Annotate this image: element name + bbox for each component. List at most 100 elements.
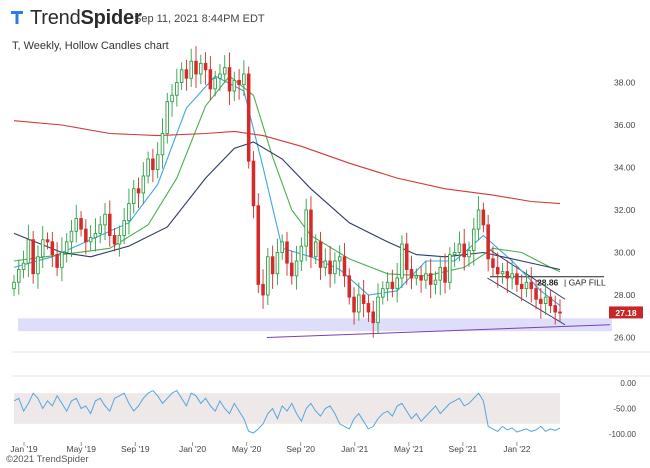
candle-body <box>31 239 35 275</box>
candle-body <box>548 296 553 307</box>
candle-body <box>170 94 174 103</box>
y-tick-label: 36.00 <box>614 120 636 130</box>
candle-body <box>328 260 332 275</box>
candle-body <box>553 305 557 313</box>
candle-body <box>74 218 79 232</box>
candle-body <box>519 283 524 290</box>
candle-body <box>414 275 419 279</box>
y-tick-label: 28.00 <box>614 290 636 300</box>
candle-body <box>127 203 131 222</box>
candle-body <box>524 281 529 290</box>
candle-body <box>218 73 222 79</box>
candle-body <box>242 73 246 86</box>
osc-tick-label: -50.00 <box>613 405 636 414</box>
candle-body <box>285 241 289 264</box>
last-price-tag <box>609 306 643 319</box>
candle-body <box>323 260 328 268</box>
candle-body <box>366 303 371 313</box>
candle-body <box>55 254 59 268</box>
osc-tick-label: 0.00 <box>620 379 636 388</box>
candle-body <box>189 60 193 79</box>
candle-body <box>84 228 88 243</box>
candle-body <box>266 256 270 296</box>
candle-body <box>112 235 117 245</box>
oscillator-band <box>14 393 560 424</box>
x-tick-label: Sep '20 <box>286 444 315 454</box>
candle-body <box>261 283 265 296</box>
candle-body <box>93 232 98 239</box>
candle-body <box>36 256 40 275</box>
candle-body <box>500 271 505 275</box>
osc-tick-label: -100.00 <box>609 430 637 439</box>
brand-light: Trend <box>30 7 81 29</box>
candle-body <box>390 281 395 290</box>
candle-body <box>558 311 562 314</box>
x-tick-label: Jan '21 <box>341 444 368 454</box>
candle-body <box>175 82 179 96</box>
candle-body <box>237 79 241 86</box>
candle-body <box>472 228 476 251</box>
trendspider-logo-icon <box>11 11 23 24</box>
candle-body <box>69 230 74 243</box>
chart-subtitle: T, Weekly, Hollow Candles chart <box>12 40 169 52</box>
candle-body <box>203 62 208 71</box>
candle-body <box>165 101 170 134</box>
x-tick-label: Sep '21 <box>449 444 478 454</box>
support-zone <box>18 318 612 332</box>
candle-body <box>309 209 313 258</box>
candle-body <box>103 213 107 226</box>
y-tick-label: 32.00 <box>614 205 636 215</box>
candle-body <box>179 69 184 83</box>
app-header: TrendSpider Sep 11, 2021 8:44PM EDT <box>0 0 650 36</box>
candle-body <box>337 256 342 262</box>
candle-body <box>213 77 217 90</box>
y-tick-label: 30.00 <box>614 248 636 258</box>
candle-body <box>275 252 280 275</box>
candle-body <box>21 262 26 270</box>
candle-body <box>98 224 102 234</box>
candle-body <box>381 288 385 298</box>
candle-body <box>409 269 414 279</box>
candle-body <box>428 273 433 285</box>
candle-body <box>64 241 69 253</box>
candle-body <box>12 281 16 290</box>
x-tick-label: Jan '22 <box>503 444 530 454</box>
candle-body <box>361 294 366 304</box>
candle-body <box>486 224 490 260</box>
candle-body <box>194 60 198 75</box>
candle-body <box>505 271 510 279</box>
candle-body <box>443 266 447 283</box>
candle-body <box>452 252 457 256</box>
candle-body <box>294 260 299 277</box>
candle-body <box>151 158 155 171</box>
candle-body <box>222 67 227 75</box>
candle-body <box>333 260 337 275</box>
candle-body <box>26 239 31 264</box>
candle-body <box>184 69 189 79</box>
candle-body <box>495 266 500 275</box>
candle-body <box>462 243 466 258</box>
candle-body <box>419 275 423 281</box>
candle-body <box>290 262 294 277</box>
candle-body <box>141 175 146 194</box>
candle-body <box>357 294 361 313</box>
x-tick-label: Sep '19 <box>121 444 150 454</box>
candle-body <box>17 269 21 283</box>
candle-body <box>304 209 308 247</box>
candle-body <box>136 188 141 194</box>
candle-body <box>424 273 428 281</box>
candle-body <box>88 237 93 243</box>
candle-body <box>539 298 543 304</box>
x-tick-label: May '19 <box>66 444 96 454</box>
candle-body <box>529 281 534 290</box>
candle-body <box>404 243 409 270</box>
candle-body <box>246 73 251 162</box>
candle-body <box>208 69 213 90</box>
x-tick-label: Jan '19 <box>10 444 37 454</box>
candle-body <box>270 256 275 275</box>
candle-body <box>342 256 347 277</box>
candle-body <box>79 218 83 230</box>
candle-body <box>45 239 50 243</box>
candle-body <box>510 273 514 279</box>
